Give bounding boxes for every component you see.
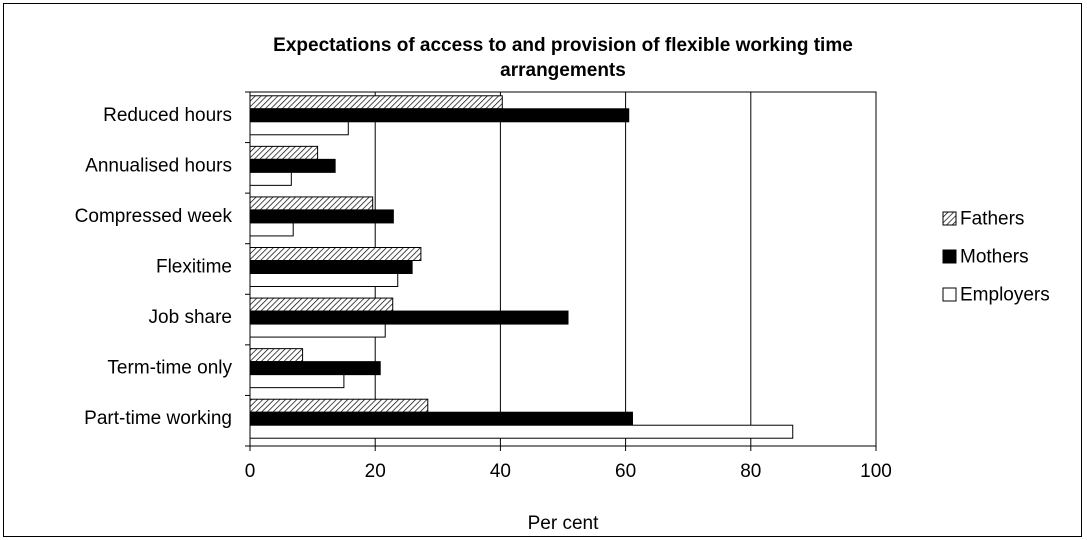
category-label-term-time-only: Term-time only: [107, 358, 232, 379]
x-axis-label: Per cent: [528, 513, 599, 534]
bar-fathers-part-time-working: [249, 398, 429, 413]
legend-swatch-employers: [942, 287, 957, 302]
category-label-job-share: Job share: [149, 307, 232, 328]
bars-group: [249, 95, 794, 439]
category-label-flexitime: Flexitime: [156, 257, 232, 278]
bar-mothers-annualised-hours: [249, 158, 336, 173]
bar-fathers-annualised-hours: [249, 145, 319, 160]
bar-mothers-compressed-week: [249, 209, 394, 224]
bar-employers-compressed-week: [249, 222, 294, 237]
bar-mothers-term-time-only: [249, 361, 381, 376]
x-tick-labels: 0 20 40 60 80 100: [245, 461, 892, 482]
legend-label-mothers: Mothers: [960, 247, 1029, 268]
x-tick-label-20: 20: [365, 461, 386, 482]
bar-fathers-term-time-only: [249, 348, 304, 363]
bar-fathers-reduced-hours: [249, 95, 503, 110]
x-tick-label-40: 40: [490, 461, 511, 482]
legend-label-employers: Employers: [960, 285, 1050, 306]
legend-swatch-mothers: [942, 249, 957, 264]
bar-employers-annualised-hours: [249, 171, 292, 186]
x-tick-label-100: 100: [860, 461, 892, 482]
x-tick-label-0: 0: [245, 461, 256, 482]
bar-employers-flexitime: [249, 273, 399, 287]
bar-mothers-job-share: [249, 310, 569, 325]
bar-employers-reduced-hours: [249, 121, 349, 136]
bar-fathers-job-share: [249, 297, 394, 312]
bar-mothers-reduced-hours: [249, 108, 630, 123]
legend-label-fathers: Fathers: [960, 209, 1024, 230]
legend: Fathers Mothers Employers: [942, 209, 1050, 306]
category-labels: Reduced hours Annualised hours Compressed …: [75, 105, 233, 429]
chart-title-line-1: Expectations of access to and provision …: [273, 35, 853, 56]
x-tick-label-80: 80: [740, 461, 761, 482]
bar-fathers-flexitime: [249, 247, 422, 261]
bar-fathers-compressed-week: [249, 196, 374, 211]
category-label-reduced-hours: Reduced hours: [103, 105, 232, 126]
category-label-annualised-hours: Annualised hours: [85, 155, 232, 176]
bar-employers-term-time-only: [249, 374, 345, 389]
x-tick-label-60: 60: [615, 461, 636, 482]
bar-mothers-flexitime: [249, 260, 413, 274]
category-label-compressed-week: Compressed week: [75, 206, 233, 227]
chart-title-line-2: arrangements: [500, 60, 626, 81]
bar-mothers-part-time-working: [249, 411, 633, 426]
legend-swatch-fathers: [942, 211, 957, 226]
bar-employers-part-time-working: [249, 424, 794, 439]
category-label-part-time-working: Part-time working: [84, 408, 232, 429]
axes: [245, 91, 877, 451]
bar-employers-job-share: [249, 323, 386, 338]
